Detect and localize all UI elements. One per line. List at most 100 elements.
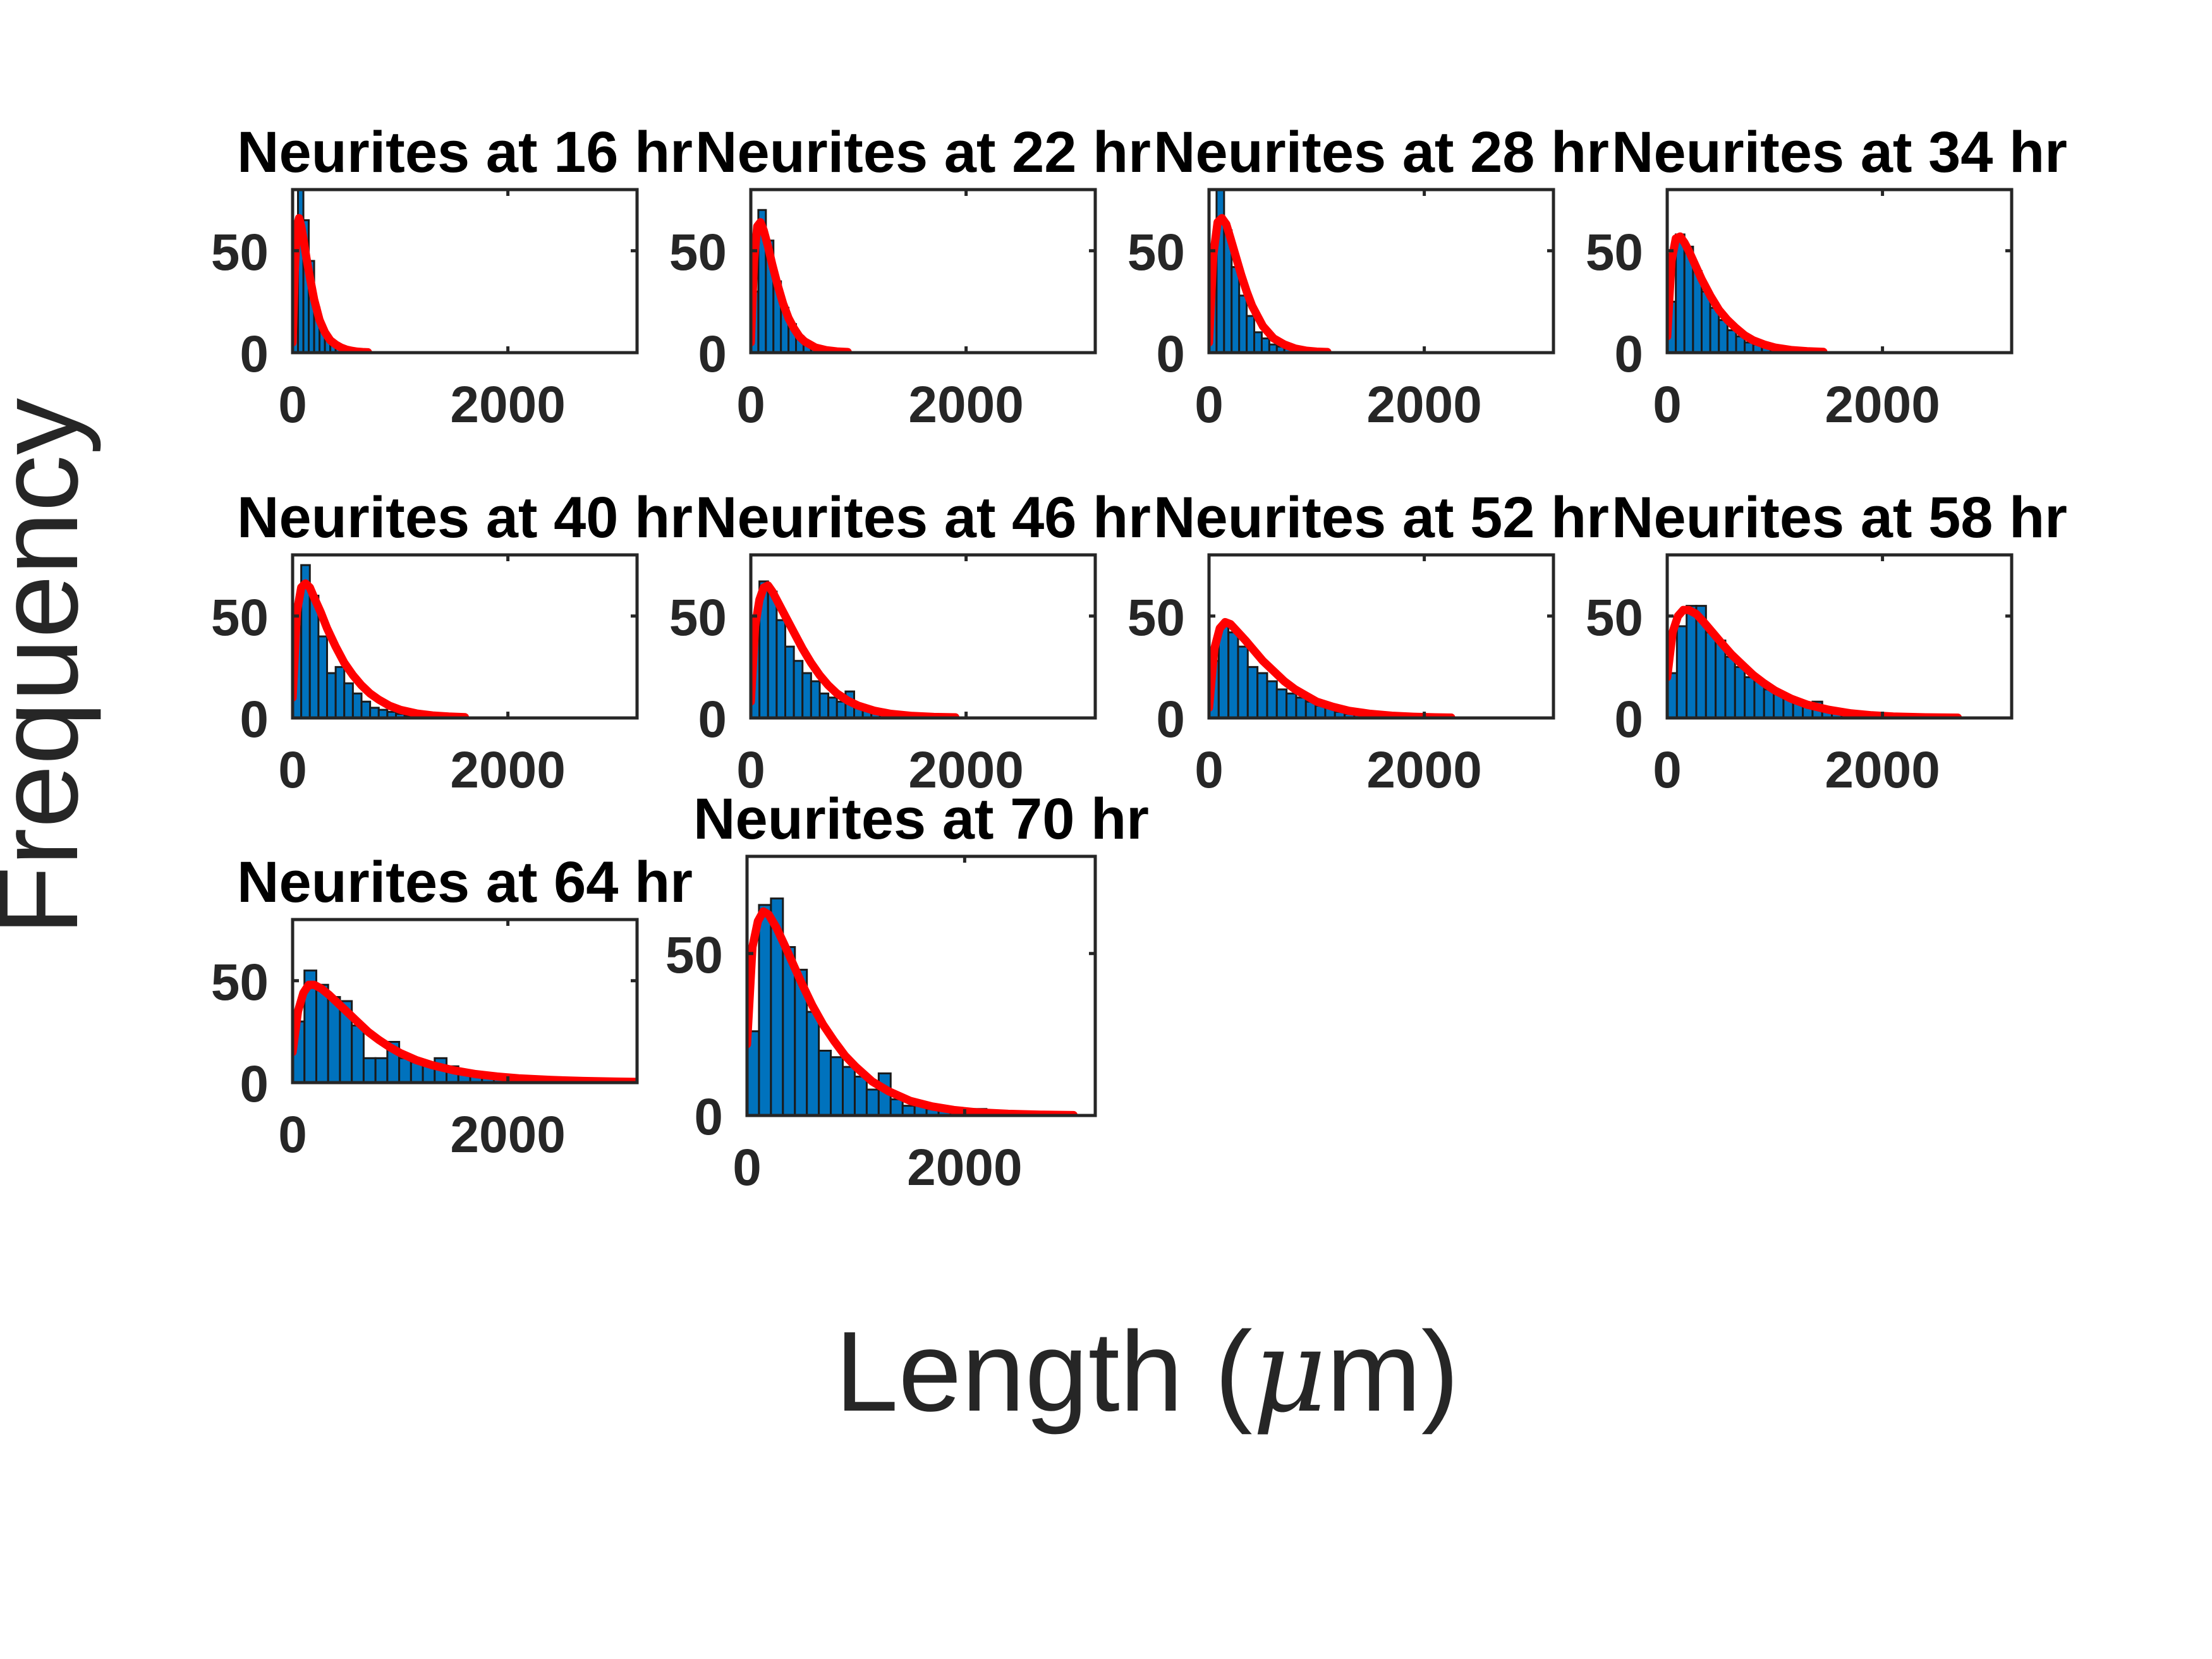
- panel-title: Neurites at 58 hr: [1612, 485, 2067, 550]
- fit-curve: [293, 980, 637, 1083]
- y-tick-label: 50: [1127, 589, 1185, 647]
- histogram-bar: [360, 700, 372, 718]
- plot-area: [1209, 617, 1455, 718]
- histogram-bar: [1734, 665, 1746, 718]
- histogram-bar: [865, 1088, 880, 1115]
- histogram-bar: [317, 635, 328, 718]
- y-tick-label: 0: [1614, 325, 1643, 383]
- x-tick-label: 0: [736, 376, 765, 434]
- y-tick-label: 0: [240, 1055, 269, 1113]
- histogram-panel: 0 2000 0 50 Neurites at 28 hr: [1127, 120, 1609, 434]
- histogram-bar: [1705, 631, 1717, 718]
- panel-title: Neurites at 52 hr: [1153, 485, 1609, 550]
- histogram-bar: [853, 1076, 868, 1115]
- histogram-bar: [398, 1057, 412, 1083]
- y-tick-label: 0: [698, 691, 727, 748]
- histogram-bar: [315, 983, 329, 1083]
- x-tick-label: 2000: [450, 741, 565, 799]
- x-tick-label: 2000: [1825, 376, 1940, 434]
- y-tick-label: 0: [694, 1088, 723, 1146]
- histogram-bar: [362, 1057, 377, 1083]
- histogram-bar: [836, 700, 847, 718]
- histogram-panel: 0 2000 0 50 Neurites at 64 hr: [211, 850, 693, 1164]
- panel-title: Neurites at 70 hr: [693, 787, 1149, 851]
- histogram-bar: [1256, 672, 1268, 718]
- histogram-bar: [801, 672, 812, 718]
- axes-box: [745, 854, 1097, 1117]
- axes-box: [1207, 188, 1555, 355]
- panel-title: Neurites at 40 hr: [237, 485, 693, 550]
- histogram-bar: [1295, 696, 1307, 718]
- figure-xlabel: Length (μm): [835, 1306, 1459, 1438]
- histogram-panel: 0 2000 0 50 Neurites at 46 hr: [669, 485, 1151, 799]
- y-tick-label: 0: [1156, 325, 1185, 383]
- plot-area: [1667, 232, 1828, 353]
- plot-area: [751, 209, 852, 353]
- axes-box: [291, 553, 639, 720]
- histogram-bar: [830, 1056, 844, 1115]
- fit-curve: [293, 214, 372, 353]
- histogram-bar: [1237, 645, 1249, 718]
- fit-curve: [1667, 232, 1828, 353]
- histogram-bar: [1253, 331, 1263, 353]
- histogram-bar: [351, 692, 363, 718]
- histogram-bar: [374, 1057, 389, 1083]
- x-tick-label: 0: [736, 741, 765, 799]
- histogram-bar: [1724, 655, 1736, 718]
- y-tick-label: 50: [669, 589, 727, 647]
- x-tick-label: 2000: [908, 376, 1023, 434]
- x-tick-label: 0: [732, 1139, 762, 1196]
- y-tick-label: 50: [1127, 224, 1185, 281]
- fit-curve: [1209, 214, 1332, 353]
- y-tick-label: 50: [1586, 589, 1643, 647]
- plot-area: [747, 897, 1078, 1115]
- histogram-bar: [1744, 676, 1756, 718]
- histogram-bar: [818, 692, 830, 718]
- x-tick-label: 0: [278, 741, 307, 799]
- figure-xlabel-text: Length (: [835, 1308, 1253, 1435]
- histogram-bar: [1686, 605, 1698, 718]
- histogram-panel: 0 2000 0 50 Neurites at 52 hr: [1127, 485, 1609, 799]
- plot-area: [1667, 605, 1962, 718]
- histogram-bar: [806, 1011, 820, 1115]
- x-tick-label: 2000: [450, 1106, 565, 1164]
- y-tick-label: 50: [669, 224, 727, 281]
- histogram-bar: [1246, 315, 1256, 353]
- histogram-panel: 0 2000 0 50 Neurites at 40 hr: [211, 485, 693, 799]
- panel-title: Neurites at 64 hr: [237, 850, 693, 915]
- histogram-bar: [327, 996, 341, 1083]
- axes-box: [1207, 553, 1555, 720]
- histogram-bar: [810, 680, 821, 718]
- x-tick-label: 2000: [1366, 741, 1481, 799]
- histogram-bar: [818, 1050, 832, 1115]
- histogram-bar: [1215, 190, 1225, 353]
- histogram-panel: 0 2000 0 50 Neurites at 16 hr: [211, 120, 693, 434]
- panel-title: Neurites at 16 hr: [237, 120, 693, 185]
- histogram-bar: [1726, 329, 1737, 353]
- x-tick-label: 0: [278, 376, 307, 434]
- axes-box: [749, 553, 1097, 720]
- histogram-bar: [842, 1066, 856, 1115]
- panel-title: Neurites at 22 hr: [695, 120, 1151, 185]
- x-tick-label: 0: [1653, 376, 1682, 434]
- figure-xlabel-tail: m): [1327, 1308, 1459, 1435]
- axes-box: [291, 188, 639, 355]
- histogram-bar: [1246, 665, 1259, 718]
- y-tick-label: 0: [1614, 691, 1643, 748]
- x-tick-label: 0: [1653, 741, 1682, 799]
- fit-curve: [751, 218, 852, 353]
- histogram-panel: 0 2000 0 50 Neurites at 34 hr: [1586, 120, 2067, 434]
- histogram-bar: [784, 645, 795, 718]
- histogram-bar: [775, 619, 786, 718]
- histogram-bar: [889, 1098, 904, 1115]
- fit-curve: [751, 581, 960, 718]
- fit-curve: [747, 907, 1078, 1115]
- plot-area: [751, 580, 960, 718]
- histogram-bar: [1227, 631, 1239, 718]
- figure-xlabel-mu: μ: [1253, 1306, 1327, 1438]
- histogram-bar: [767, 590, 778, 718]
- fit-curve: [1209, 617, 1455, 718]
- histogram-bar: [343, 682, 354, 718]
- plot-area: [1209, 190, 1332, 353]
- axes-box: [1665, 188, 2014, 355]
